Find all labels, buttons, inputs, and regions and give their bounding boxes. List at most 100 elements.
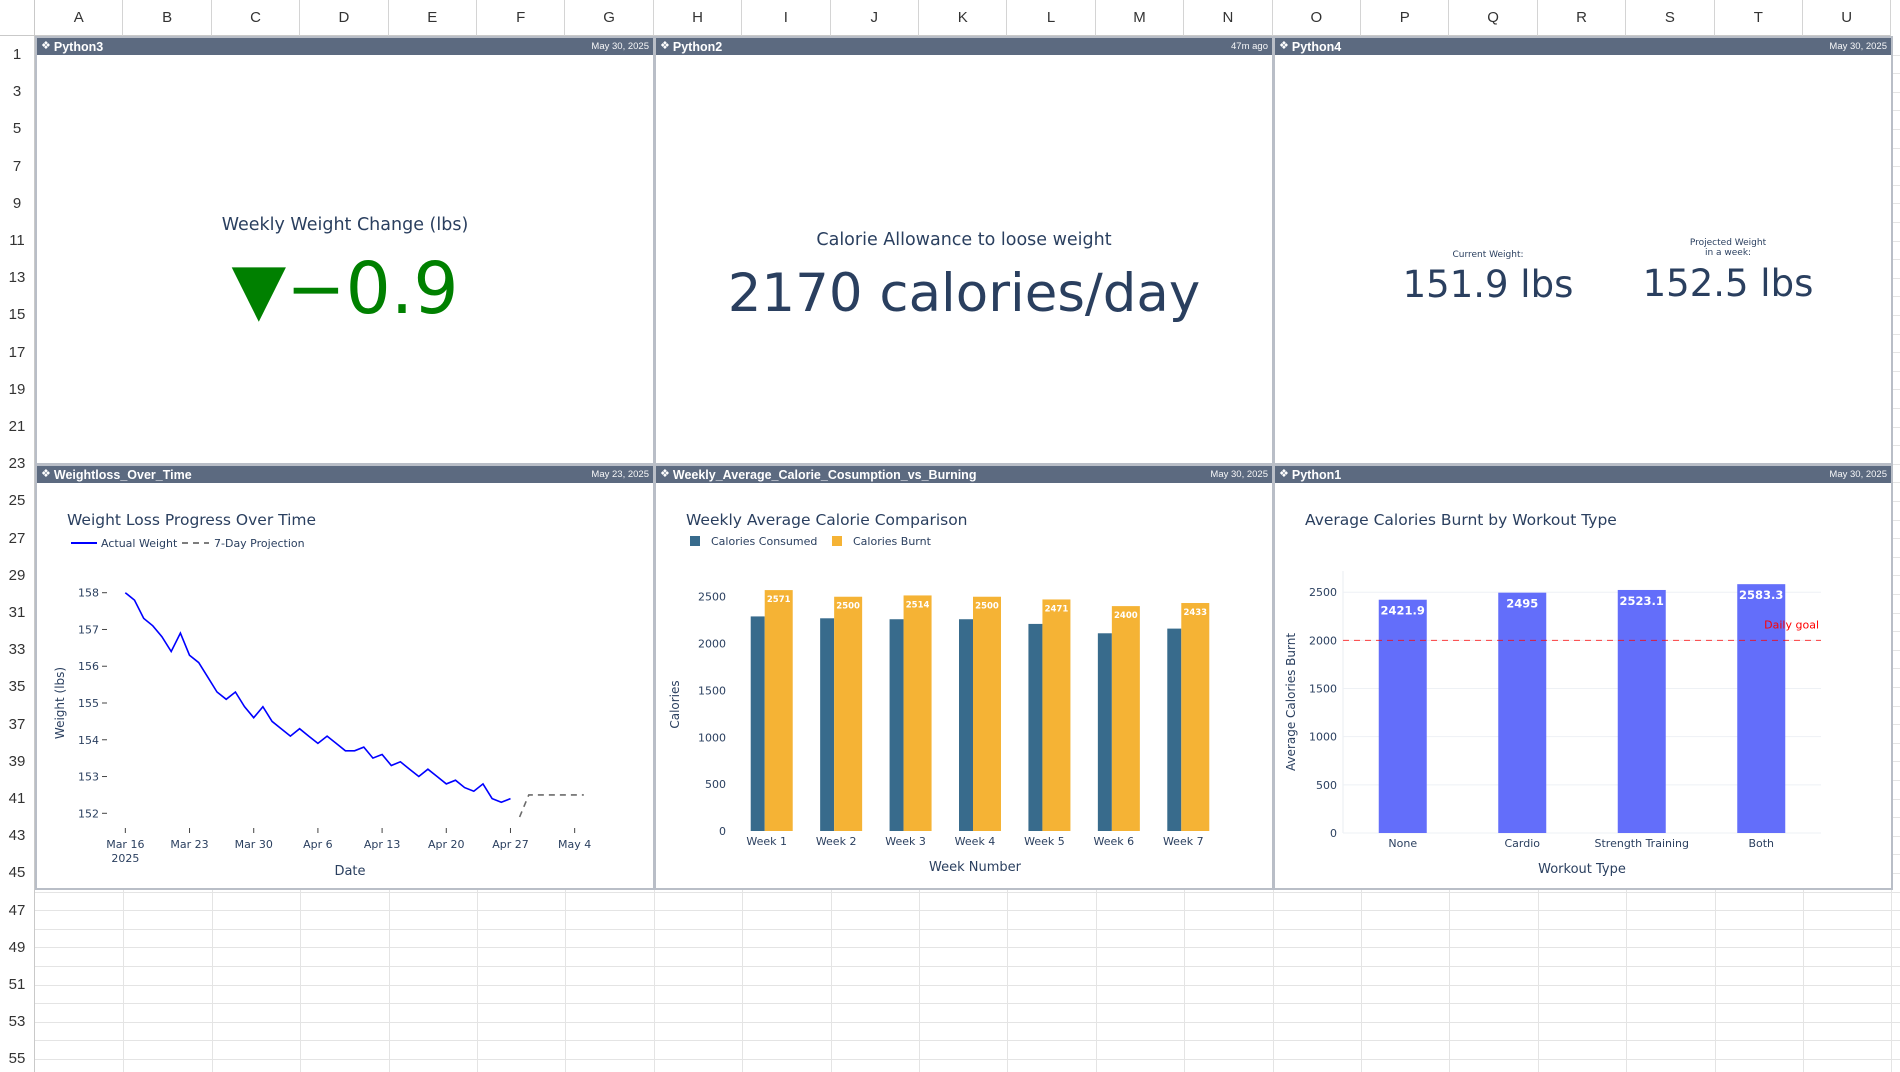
panel-header[interactable]: ❖ Python4 May 30, 2025 xyxy=(1275,38,1891,55)
column-header-a[interactable]: A xyxy=(35,0,124,36)
panel-title: Weekly_Average_Calorie_Cosumption_vs_Bur… xyxy=(672,467,977,482)
column-header-n[interactable]: N xyxy=(1184,0,1273,36)
column-header-c[interactable]: C xyxy=(211,0,301,36)
legend-swatch-burnt xyxy=(832,536,842,546)
row-header-33[interactable]: 33 xyxy=(0,631,35,669)
row-header-51[interactable]: 51 xyxy=(0,966,35,1004)
bar-value-label: 2571 xyxy=(767,595,791,605)
python4-panel[interactable]: ❖ Python4 May 30, 2025 Current Weight: 1… xyxy=(1273,36,1893,465)
column-header-b[interactable]: B xyxy=(123,0,212,36)
bar-avg-calories xyxy=(1617,589,1666,833)
column-header-q[interactable]: Q xyxy=(1449,0,1538,36)
row-header-7[interactable]: 7 xyxy=(0,147,35,185)
weight-loss-line-chart: Weight Loss Progress Over Time Actual Wei… xyxy=(53,511,591,879)
row-header-29[interactable]: 29 xyxy=(0,556,35,594)
column-header-o[interactable]: O xyxy=(1272,0,1361,36)
column-header-m[interactable]: M xyxy=(1095,0,1185,36)
chart-title: Average Calories Burnt by Workout Type xyxy=(1305,511,1617,529)
y-tick-label: 155 xyxy=(78,697,99,710)
panel-header[interactable]: ❖ Weekly_Average_Calorie_Cosumption_vs_B… xyxy=(656,466,1272,483)
bar-value-label: 2583.3 xyxy=(1739,588,1783,602)
grid-line xyxy=(35,1059,1900,1060)
column-header-j[interactable]: J xyxy=(830,0,919,36)
row-header-35[interactable]: 35 xyxy=(0,668,35,706)
bar-avg-calories xyxy=(1498,592,1547,833)
x-tick-label: Apr 6 xyxy=(303,838,333,851)
python2-panel[interactable]: ❖ Python2 47m ago Calorie Allowance to l… xyxy=(654,36,1274,465)
row-header-49[interactable]: 49 xyxy=(0,928,35,966)
bar-value-label: 2500 xyxy=(975,602,999,612)
grid-line xyxy=(35,1003,1900,1005)
row-header-21[interactable]: 21 xyxy=(0,408,35,446)
x-tick-year-label: 2025 xyxy=(111,852,139,865)
column-header-i[interactable]: I xyxy=(742,0,831,36)
current-weight-label: Current Weight: xyxy=(1452,250,1524,260)
row-header-11[interactable]: 11 xyxy=(0,222,35,260)
row-header-1[interactable]: 1 xyxy=(0,36,35,74)
bar-calories-consumed xyxy=(750,616,765,831)
x-tick-label: Mar 30 xyxy=(235,838,273,851)
panel-title: Python2 xyxy=(672,39,723,54)
row-header-19[interactable]: 19 xyxy=(0,370,35,408)
column-header-g[interactable]: G xyxy=(565,0,654,36)
x-tick-label: Week 3 xyxy=(885,835,926,848)
column-header-p[interactable]: P xyxy=(1361,0,1450,36)
panel-header[interactable]: ❖ Python3 May 30, 2025 xyxy=(37,38,653,55)
row-header-47[interactable]: 47 xyxy=(0,891,35,929)
row-header-3[interactable]: 3 xyxy=(0,73,35,111)
row-header-53[interactable]: 53 xyxy=(0,1003,35,1041)
row-header-31[interactable]: 31 xyxy=(0,594,35,632)
python1-panel[interactable]: ❖ Python1 May 30, 2025 Average Calories … xyxy=(1273,464,1893,890)
column-header-r[interactable]: R xyxy=(1537,0,1627,36)
row-header-9[interactable]: 9 xyxy=(0,184,35,222)
weekly-calorie-panel[interactable]: ❖ Weekly_Average_Calorie_Cosumption_vs_B… xyxy=(654,464,1274,890)
panel-title: Python3 xyxy=(53,39,104,54)
column-header-u[interactable]: U xyxy=(1803,0,1892,36)
select-all-corner[interactable] xyxy=(0,0,35,36)
bar-calories-consumed xyxy=(1097,633,1112,831)
row-header-55[interactable]: 55 xyxy=(0,1040,35,1072)
column-header-l[interactable]: L xyxy=(1007,0,1096,36)
panel-header[interactable]: ❖ Python1 May 30, 2025 xyxy=(1275,466,1891,483)
bar-calories-burnt xyxy=(764,590,793,831)
python3-panel[interactable]: ❖ Python3 May 30, 2025 Weekly Weight Cha… xyxy=(35,36,655,465)
row-header-39[interactable]: 39 xyxy=(0,742,35,780)
row-header-13[interactable]: 13 xyxy=(0,259,35,297)
y-tick-label: 1000 xyxy=(1309,731,1337,744)
row-header-15[interactable]: 15 xyxy=(0,296,35,334)
y-tick-label: 1500 xyxy=(1309,683,1337,696)
column-header-s[interactable]: S xyxy=(1626,0,1715,36)
row-header-27[interactable]: 27 xyxy=(0,519,35,557)
panel-header[interactable]: ❖ Python2 47m ago xyxy=(656,38,1272,55)
row-header-5[interactable]: 5 xyxy=(0,110,35,148)
column-header-f[interactable]: F xyxy=(477,0,566,36)
x-tick-label: Cardio xyxy=(1504,837,1540,850)
column-header-d[interactable]: D xyxy=(300,0,389,36)
row-header-17[interactable]: 17 xyxy=(0,333,35,371)
projected-weight-label: Projected Weight xyxy=(1689,238,1767,248)
panel-body: Calorie Allowance to loose weight 2170 c… xyxy=(656,55,1272,463)
column-header-e[interactable]: E xyxy=(388,0,477,36)
row-header-37[interactable]: 37 xyxy=(0,705,35,743)
grid-line xyxy=(35,928,1900,930)
indicator-delta-value: ▼−0.9 xyxy=(231,247,459,330)
column-header-t[interactable]: T xyxy=(1714,0,1803,36)
row-header-41[interactable]: 41 xyxy=(0,780,35,818)
bar-calories-burnt xyxy=(1181,603,1210,831)
bar-calories-burnt xyxy=(903,595,932,831)
row-header-45[interactable]: 45 xyxy=(0,854,35,892)
panel-header[interactable]: ❖ Weightloss_Over_Time May 23, 2025 xyxy=(37,466,653,483)
column-header-h[interactable]: H xyxy=(653,0,743,36)
weightloss-over-time-panel[interactable]: ❖ Weightloss_Over_Time May 23, 2025 Weig… xyxy=(35,464,655,890)
x-tick-label: None xyxy=(1388,837,1417,850)
row-header-23[interactable]: 23 xyxy=(0,445,35,483)
indicator-title: Calorie Allowance to loose weight xyxy=(816,230,1112,250)
panel-title: Python1 xyxy=(1291,467,1342,482)
y-tick-label: 152 xyxy=(78,807,99,820)
row-header-25[interactable]: 25 xyxy=(0,482,35,520)
workout-calories-bar-chart: Average Calories Burnt by Workout Type 0 5… xyxy=(1284,511,1821,877)
row-header-43[interactable]: 43 xyxy=(0,817,35,855)
column-header-k[interactable]: K xyxy=(919,0,1008,36)
y-tick-label: 2000 xyxy=(1309,634,1337,647)
bar-value-label: 2400 xyxy=(1114,611,1138,621)
